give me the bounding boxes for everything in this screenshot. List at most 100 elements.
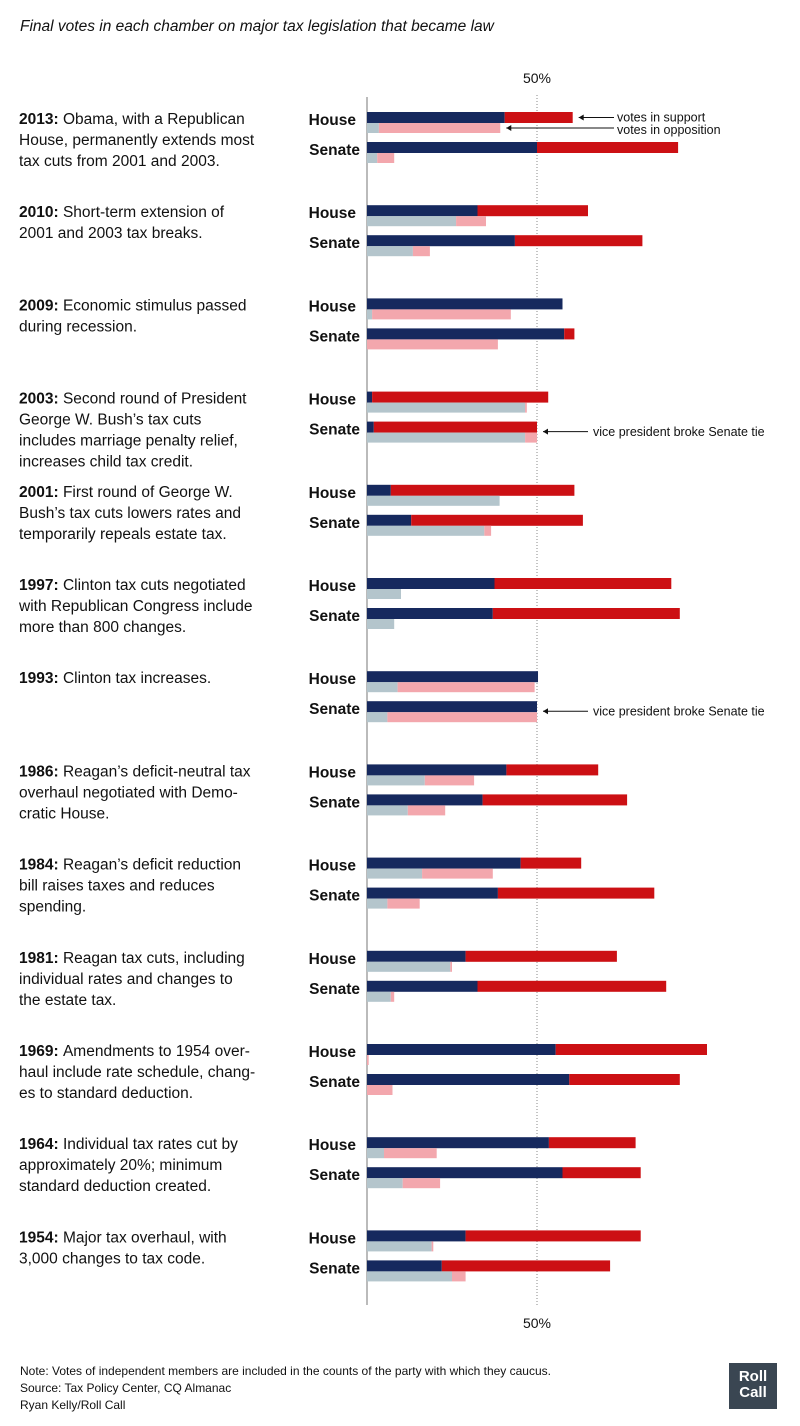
group-5-house-rep-support-bar [494, 578, 672, 589]
group-9-house-dem-support-bar [367, 950, 466, 962]
group-10-desc-line-2: es to standard deduction. [19, 1085, 193, 1102]
group-11-year: 1964: [19, 1136, 63, 1153]
group-2-senate-dem-support-bar [367, 328, 565, 340]
group-1-senate-rep-oppose-bar [412, 246, 430, 257]
group-8-senate-rep-support-bar [497, 887, 655, 899]
group-12-desc-line-0: 1954: Major tax overhaul, with [19, 1229, 227, 1246]
group-7-desc-line-2: cratic House. [19, 805, 109, 822]
group-11-desc-line-0: 1964: Individual tax rates cut by [19, 1136, 238, 1153]
group-0-desc-line-1: House, permanently extends most [19, 132, 255, 149]
group-8-house-rep-support-bar [520, 857, 582, 869]
group-3-house-rep-support-bar [372, 391, 549, 403]
group-2-house-rep-oppose-bar [372, 309, 511, 320]
group-5-house-dem-support-bar [367, 578, 495, 589]
group-9-desc-line-2: the estate tax. [19, 992, 116, 1009]
group-3-desc-text: Second round of President [63, 391, 247, 408]
group-0-desc-line-0: 2013: Obama, with a Republican [19, 111, 245, 128]
group-9-senate-rep-oppose-bar [390, 991, 395, 1002]
group-11-senate-rep-oppose-bar [402, 1178, 441, 1189]
group-3-desc-line-3: increases child tax credit. [19, 454, 193, 471]
group-12-house-label: House [309, 1230, 357, 1247]
group-5-desc-line-1: with Republican Congress include [18, 598, 253, 615]
group-9-house-rep-oppose-bar [450, 961, 452, 972]
group-2-desc-line-0: 2009: Economic stimulus passed [19, 297, 246, 314]
group-3-house-label: House [309, 392, 357, 409]
support-annotation-label: votes in support [617, 111, 706, 125]
group-0-house-dem-oppose-bar [367, 123, 379, 133]
group-0-house-dem-support-bar [367, 112, 505, 123]
logo-line-1: Roll [738, 1368, 768, 1385]
group-8-senate-dem-support-bar [367, 887, 498, 899]
group-6-senate-label: Senate [309, 701, 360, 718]
group-1-senate-label: Senate [309, 235, 360, 252]
group-11-house-rep-oppose-bar [384, 1148, 437, 1159]
group-11-senate-dem-oppose-bar [367, 1178, 403, 1189]
group-11-desc-line-2: standard deduction created. [19, 1178, 211, 1195]
group-5-house-label: House [309, 578, 357, 595]
group-7-house-dem-oppose-bar [367, 775, 425, 786]
group-7-senate-rep-oppose-bar [407, 805, 446, 816]
group-2-senate-rep-support-bar [564, 328, 575, 340]
group-6-house-rep-oppose-bar [397, 682, 535, 693]
group-7-house-rep-oppose-bar [424, 775, 475, 786]
group-8-senate-label: Senate [309, 888, 360, 905]
group-1-senate-dem-oppose-bar [367, 246, 413, 257]
group-6-senate-dem-support-bar [367, 701, 537, 713]
group-1-house-rep-support-bar [477, 205, 588, 217]
group-7-desc-line-1: overhaul negotiated with Demo- [19, 784, 238, 801]
group-0-senate-rep-oppose-bar [377, 153, 395, 163]
opposition-annotation-arrow-head [506, 125, 512, 131]
group-8-house-dem-oppose-bar [367, 868, 423, 879]
group-1-house-label: House [309, 205, 357, 222]
footnote: Note: Votes of independent members are i… [20, 1364, 551, 1378]
group-6-senate-rep-oppose-bar [387, 712, 537, 723]
group-3-desc-line-0: 2003: Second round of President [19, 391, 247, 408]
group-4-senate-dem-support-bar [367, 514, 412, 526]
group-6-tie-label: vice president broke Senate tie [593, 705, 765, 719]
source-line: Source: Tax Policy Center, CQ Almanac [20, 1381, 232, 1395]
group-5-year: 1997: [19, 577, 63, 594]
group-8-house-label: House [309, 858, 357, 875]
group-7-senate-dem-oppose-bar [367, 805, 408, 816]
group-3-senate-label: Senate [309, 422, 360, 439]
roll-call-logo: Roll Call [729, 1363, 777, 1409]
group-7-desc-text: Reagan’s deficit-neutral tax [63, 763, 251, 780]
group-4-desc-text: First round of George W. [63, 484, 233, 501]
group-7-senate-label: Senate [309, 794, 360, 811]
group-0-senate-dem-oppose-bar [367, 153, 378, 163]
group-12-desc-text: Major tax overhaul, with [63, 1229, 227, 1246]
group-11-house-label: House [309, 1137, 357, 1154]
group-7-house-rep-support-bar [506, 764, 599, 776]
group-6-desc-line-0: 1993: Clinton tax increases. [19, 670, 211, 687]
group-0-house-rep-oppose-bar [378, 123, 501, 133]
group-1-house-rep-oppose-bar [456, 216, 486, 227]
group-9-desc-line-0: 1981: Reagan tax cuts, including [19, 950, 245, 967]
group-0-house-rep-support-bar [504, 112, 573, 123]
group-11-senate-dem-support-bar [367, 1167, 563, 1179]
group-3-tie-arrow-head [543, 428, 548, 435]
group-1-senate-dem-support-bar [367, 235, 515, 247]
group-7-desc-line-0: 1986: Reagan’s deficit-neutral tax [19, 763, 251, 780]
group-12-senate-dem-oppose-bar [367, 1271, 452, 1282]
group-3-house-rep-oppose-bar [525, 402, 527, 413]
group-7-senate-rep-support-bar [482, 794, 628, 806]
group-4-senate-dem-oppose-bar [367, 525, 485, 536]
group-8-desc-line-1: bill raises taxes and reduces [19, 878, 215, 895]
group-5-desc-text: Clinton tax cuts negotiated [63, 577, 246, 594]
group-0-senate-dem-support-bar [367, 142, 537, 153]
group-10-desc-line-0: 1969: Amendments to 1954 over- [19, 1043, 250, 1060]
group-8-house-rep-oppose-bar [422, 868, 493, 879]
group-11-senate-label: Senate [309, 1167, 360, 1184]
group-4-senate-rep-support-bar [411, 514, 583, 526]
support-annotation-arrow-head [578, 114, 584, 121]
group-9-desc-text: Reagan tax cuts, including [63, 950, 245, 967]
group-0-desc-line-2: tax cuts from 2001 and 2003. [19, 153, 220, 170]
group-10-desc-text: Amendments to 1954 over- [63, 1043, 250, 1060]
group-9-house-rep-support-bar [465, 950, 617, 962]
group-11-desc-text: Individual tax rates cut by [63, 1136, 238, 1153]
credit-line: Ryan Kelly/Roll Call [20, 1398, 126, 1412]
group-6-tie-arrow-head [543, 708, 548, 715]
group-7-senate-dem-support-bar [367, 794, 483, 806]
group-12-house-dem-support-bar [367, 1230, 466, 1242]
